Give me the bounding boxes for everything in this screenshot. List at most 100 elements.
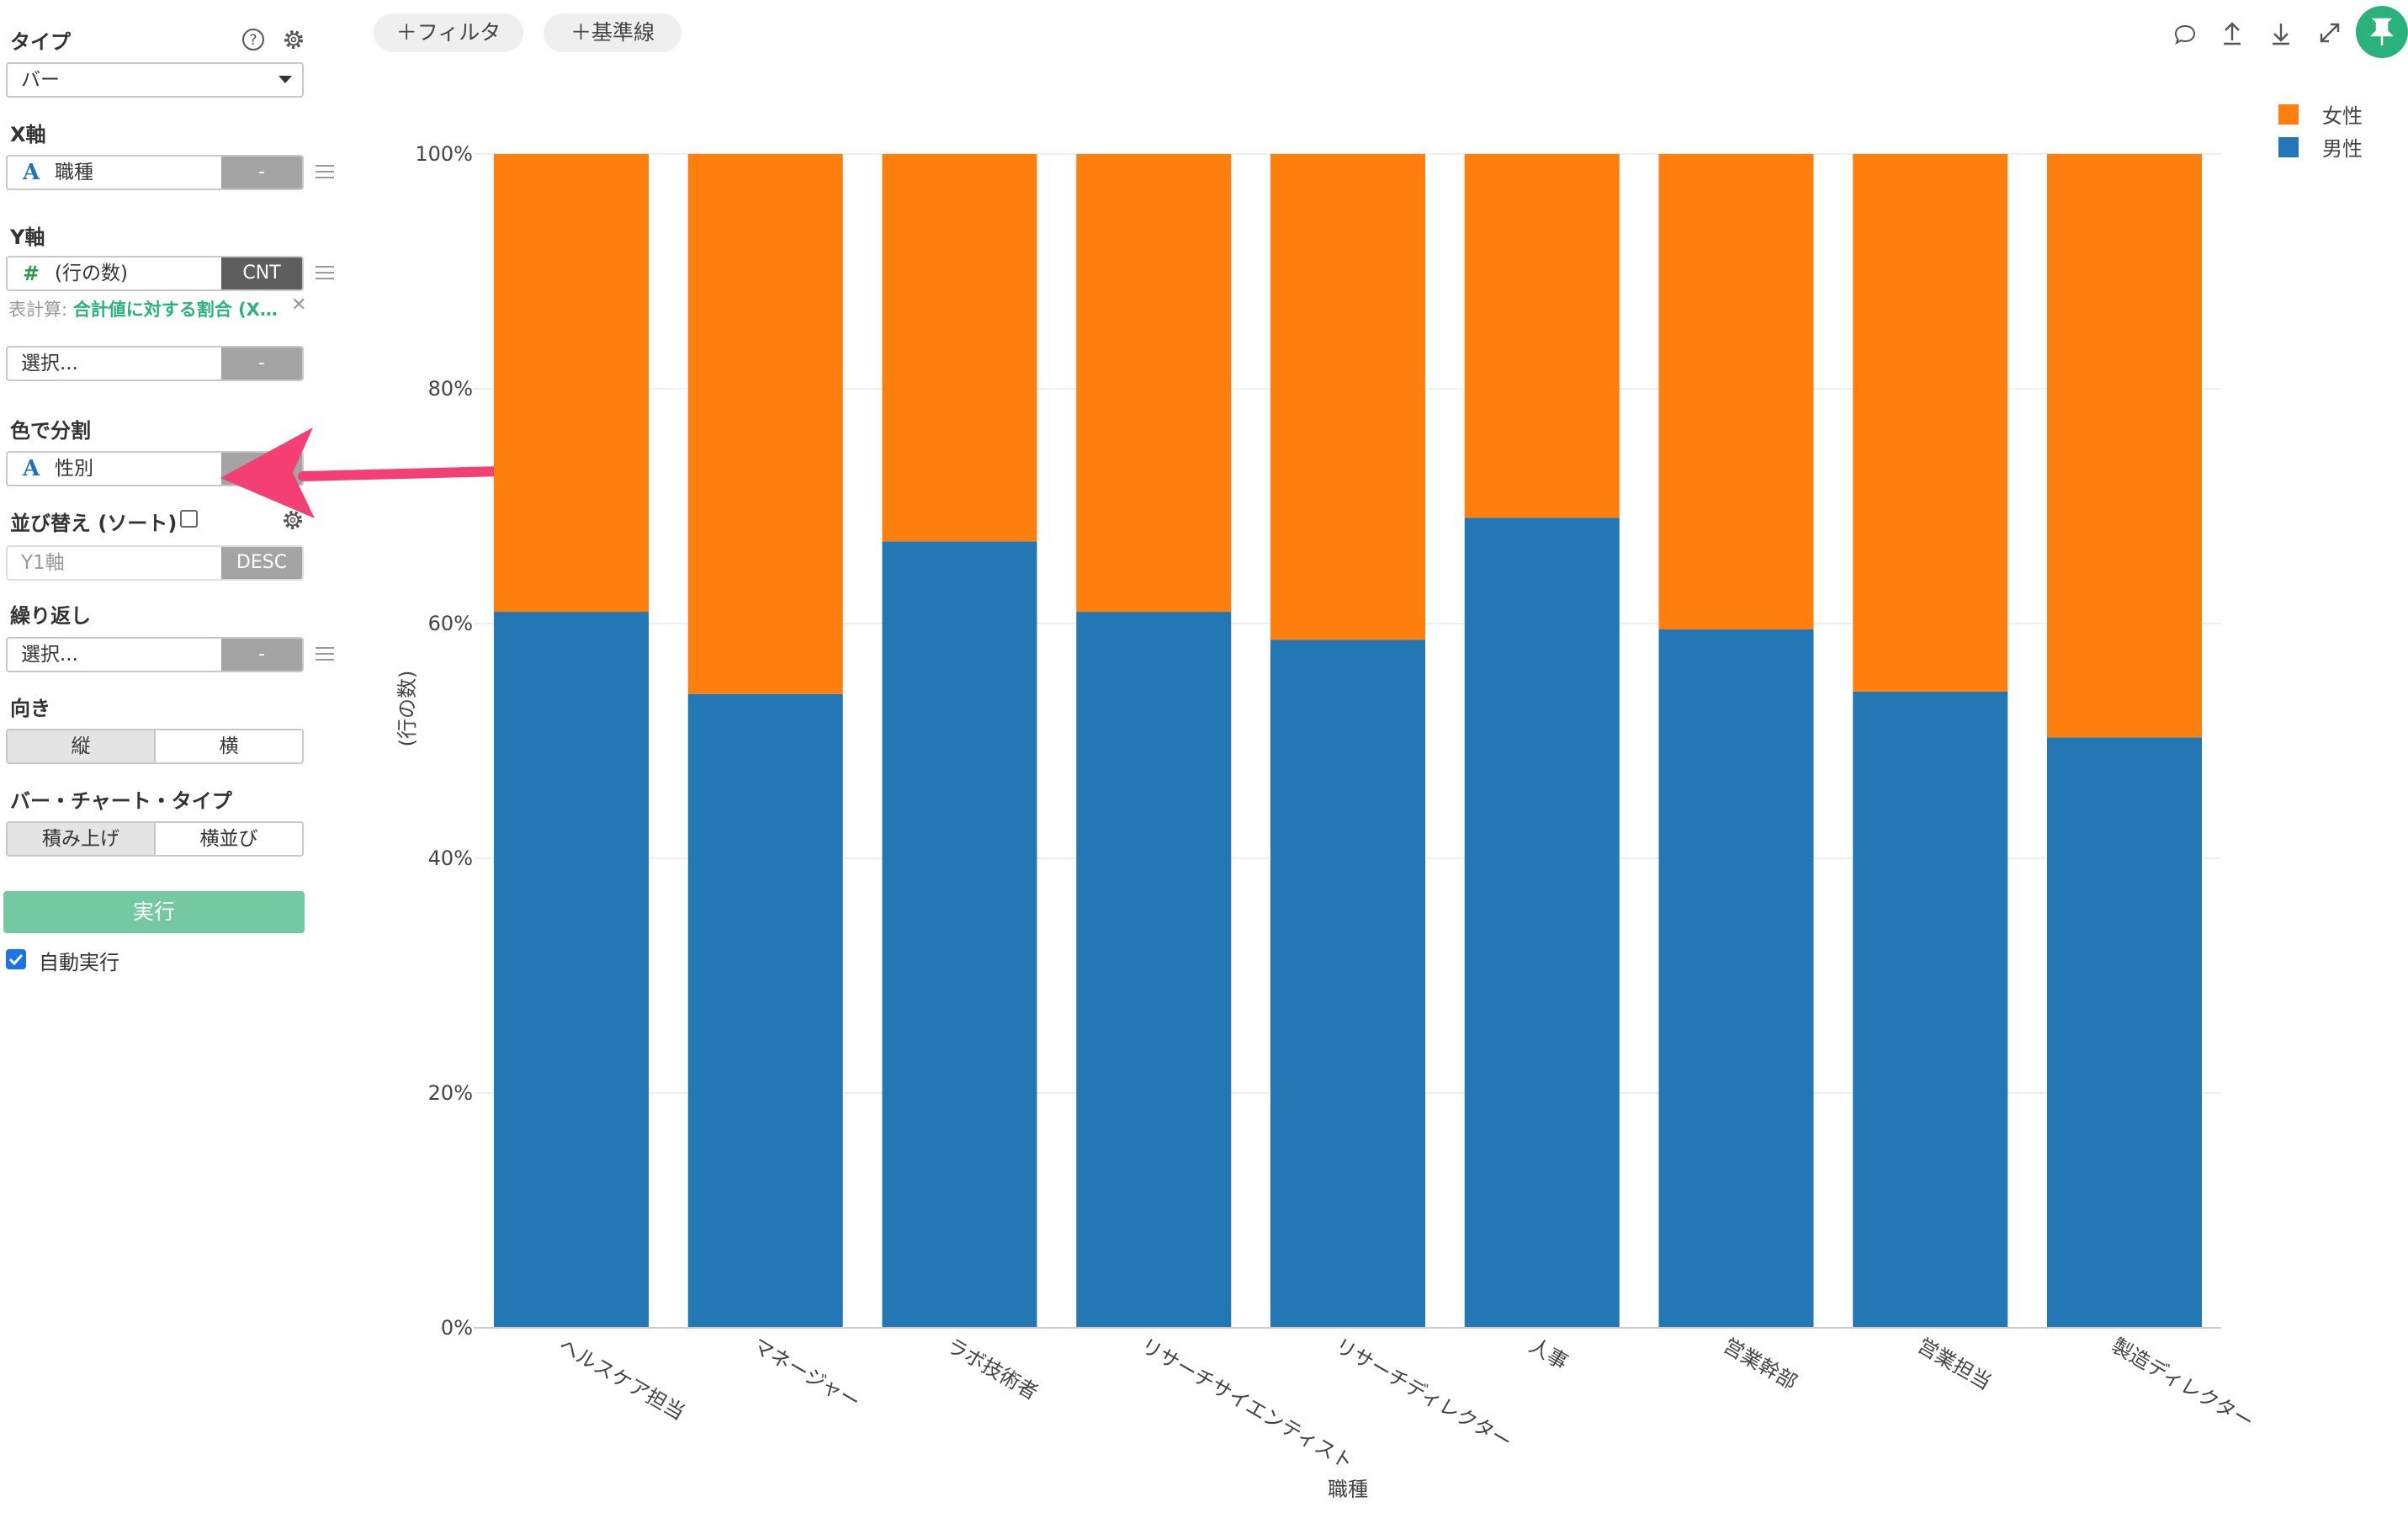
bar-male[interactable] <box>687 693 843 1328</box>
bar-male[interactable] <box>2047 737 2202 1328</box>
sort-order-button[interactable]: DESC <box>221 547 302 579</box>
help-icon[interactable]: ? <box>241 27 266 52</box>
checkmark-icon <box>8 953 24 966</box>
repeat-label: 繰り返し <box>10 604 91 628</box>
bar-male[interactable] <box>882 541 1037 1328</box>
orientation-label: 向き <box>10 697 50 720</box>
y-tick-label: 0% <box>441 1316 473 1340</box>
table-calc[interactable]: 表計算: 合計値に対する割合 (X… <box>8 296 303 321</box>
x-tick-label: ラボ技術者 <box>943 1334 1042 1404</box>
text-type-icon: A <box>23 456 40 481</box>
pin-icon <box>2369 18 2395 45</box>
run-button[interactable]: 実行 <box>3 891 305 933</box>
y-axis-field[interactable]: # (行の数) CNT <box>6 256 304 291</box>
color-split-value: 性別 <box>55 458 93 480</box>
y-tick-label: 100% <box>415 142 473 166</box>
bar-female[interactable] <box>1270 154 1425 640</box>
sort-label: 並び替え (ソート) <box>10 512 178 535</box>
bar-male[interactable] <box>494 612 649 1328</box>
bar-female[interactable] <box>1853 154 2008 692</box>
x-axis-label: X軸 <box>10 123 46 146</box>
color-split-label: 色で分割 <box>10 419 91 443</box>
x-tick-label: 営業担当 <box>1913 1334 1995 1394</box>
x-tick-label: 人事 <box>1525 1334 1573 1374</box>
sort-field[interactable]: Y1軸 DESC <box>6 545 304 581</box>
bar-type-grouped[interactable]: 横並び <box>154 823 302 855</box>
legend-label-female: 女性 <box>2322 104 2363 128</box>
x-tick-label: リサーチサイエンティスト <box>1137 1334 1357 1474</box>
y-axis-label: Y軸 <box>10 226 45 249</box>
comment-icon[interactable] <box>2172 22 2198 47</box>
bar-female[interactable] <box>2047 154 2202 738</box>
y2-axis-agg-button[interactable]: - <box>221 348 302 380</box>
chart-type-select[interactable]: バー <box>6 62 304 98</box>
text-type-icon: A <box>23 160 40 185</box>
legend-swatch-female <box>2278 104 2299 125</box>
bar-male[interactable] <box>1464 518 1620 1328</box>
repeat-field[interactable]: 選択... - <box>6 637 304 672</box>
bar-female[interactable] <box>494 154 649 613</box>
x-axis-value: 職種 <box>55 162 93 183</box>
legend-label-male: 男性 <box>2322 137 2363 161</box>
bar-male[interactable] <box>1270 640 1425 1328</box>
download-icon[interactable] <box>2268 20 2294 47</box>
gear-icon[interactable] <box>281 27 306 52</box>
y-axis-title: (行の数) <box>395 671 419 747</box>
x-tick-label: リサーチディレクター <box>1331 1334 1516 1454</box>
orientation-horizontal[interactable]: 横 <box>154 730 302 762</box>
bar-female[interactable] <box>1658 154 1814 629</box>
repeat-menu-icon[interactable] <box>316 647 334 662</box>
add-filter-button[interactable]: ＋フィルタ <box>374 13 523 52</box>
bar-type-toggle[interactable]: 積み上げ 横並び <box>6 821 304 857</box>
bar-male[interactable] <box>1076 612 1232 1328</box>
y-tick-label: 40% <box>428 847 473 870</box>
expand-icon[interactable] <box>2317 20 2342 45</box>
table-calc-label: 表計算: <box>8 300 68 320</box>
legend[interactable]: 女性 男性 <box>2278 104 2363 161</box>
y-tick-label: 60% <box>428 612 473 635</box>
orientation-vertical[interactable]: 縦 <box>8 730 154 762</box>
x-axis-field[interactable]: A 職種 - <box>6 155 304 190</box>
bar-male[interactable] <box>1853 691 2008 1328</box>
y-tick-label: 80% <box>428 377 473 401</box>
x-axis-agg-button[interactable]: - <box>221 157 302 188</box>
x-axis-menu-icon[interactable] <box>316 165 334 180</box>
add-refline-label: 基準線 <box>591 20 655 45</box>
repeat-agg-button[interactable]: - <box>221 639 302 671</box>
x-tick-label: ヘルスケア担当 <box>554 1334 688 1425</box>
x-tick-label: 営業幹部 <box>1720 1334 1801 1394</box>
pin-button[interactable] <box>2356 6 2408 58</box>
plus-icon: ＋ <box>570 20 591 45</box>
bar-type-stacked[interactable]: 積み上げ <box>8 823 154 855</box>
add-refline-button[interactable]: ＋基準線 <box>544 13 682 52</box>
auto-run-checkbox[interactable] <box>6 949 26 969</box>
y2-axis-field[interactable]: 選択... - <box>6 346 304 381</box>
y-tick-label: 20% <box>428 1081 473 1105</box>
bar-type-label: バー・チャート・タイプ <box>10 789 232 813</box>
y-axis-menu-icon[interactable] <box>316 266 334 281</box>
sidebar: タイプ ? バー X軸 A 職種 - Y軸 # (行の数) CNT 表計算: 合… <box>0 0 334 1518</box>
svg-text:?: ? <box>249 32 257 49</box>
clear-calc-icon[interactable]: ✕ <box>291 295 307 316</box>
bar-female[interactable] <box>687 154 843 694</box>
sort-placeholder: Y1軸 <box>21 552 65 574</box>
bar-female[interactable] <box>1076 154 1232 613</box>
bar-female[interactable] <box>882 154 1037 542</box>
y-axis-value: (行の数) <box>55 263 128 284</box>
bar-female[interactable] <box>1464 154 1620 518</box>
sort-gear-icon[interactable] <box>280 507 305 533</box>
x-tick-label: 製造ディレクター <box>2108 1334 2257 1434</box>
upload-icon[interactable] <box>2220 20 2245 47</box>
number-type-icon: # <box>23 262 40 285</box>
repeat-value: 選択... <box>21 644 78 666</box>
auto-run-label: 自動実行 <box>39 951 119 974</box>
legend-swatch-male <box>2278 137 2299 157</box>
orientation-toggle[interactable]: 縦 横 <box>6 729 304 764</box>
bar-male[interactable] <box>1658 629 1814 1328</box>
y-axis-agg-button[interactable]: CNT <box>221 257 302 289</box>
sort-checkbox[interactable] <box>180 510 198 528</box>
x-tick-label: マネージャー <box>749 1334 864 1414</box>
type-label: タイプ <box>10 30 71 54</box>
y2-axis-value: 選択... <box>21 353 78 374</box>
